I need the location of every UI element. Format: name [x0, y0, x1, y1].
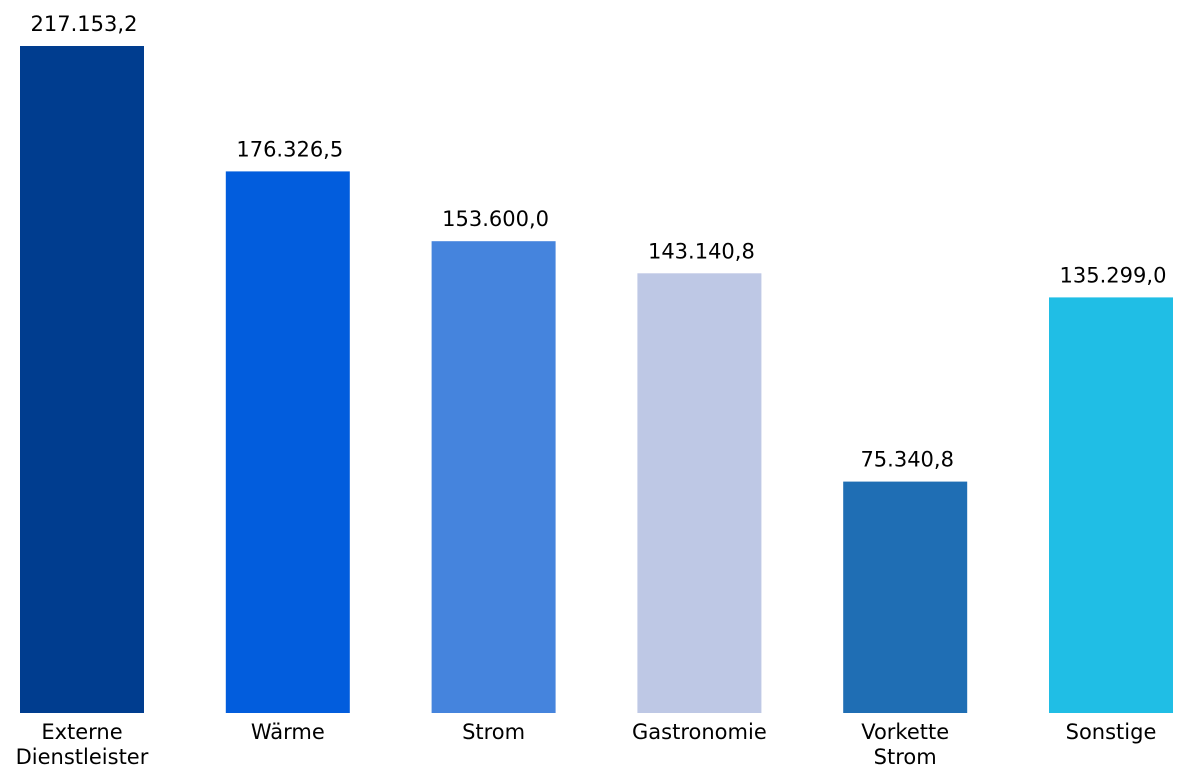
bar-5	[1049, 297, 1173, 713]
value-label-4: 75.340,8	[860, 448, 954, 472]
bars-layer	[20, 46, 1173, 713]
value-label-5: 135.299,0	[1060, 263, 1167, 287]
category-label-line: Strom	[874, 745, 937, 769]
value-label-0: 217.153,2	[31, 12, 138, 36]
bar-0	[20, 46, 144, 713]
value-label-1: 176.326,5	[236, 137, 343, 161]
value-label-2: 153.600,0	[442, 207, 549, 231]
bar-1	[225, 171, 350, 713]
category-label-line: Dienstleister	[16, 745, 149, 769]
category-label-3: Gastronomie	[632, 720, 767, 744]
bar-3	[637, 273, 762, 713]
category-label-line: Sonstige	[1066, 720, 1157, 744]
value-label-3: 143.140,8	[648, 239, 755, 263]
bar-4	[843, 481, 968, 713]
category-label-line: Wärme	[251, 720, 325, 744]
value-labels-layer: 217.153,2 176.326,5 153.600,0 143.140,8 75.3…	[31, 12, 1167, 472]
category-label-line: Strom	[462, 720, 525, 744]
category-label-2: Strom	[462, 720, 525, 744]
category-label-4: Vorkette Strom	[861, 720, 949, 769]
category-label-0: Externe Dienstleister	[16, 720, 149, 769]
category-label-line: Vorkette	[861, 720, 949, 744]
category-label-line: Gastronomie	[632, 720, 767, 744]
category-label-1: Wärme	[251, 720, 325, 744]
category-label-5: Sonstige	[1066, 720, 1157, 744]
bar-2	[431, 241, 556, 713]
category-label-line: Externe	[41, 720, 122, 744]
category-labels-layer: Externe Dienstleister Wärme Strom Gastronomi…	[16, 720, 1157, 769]
